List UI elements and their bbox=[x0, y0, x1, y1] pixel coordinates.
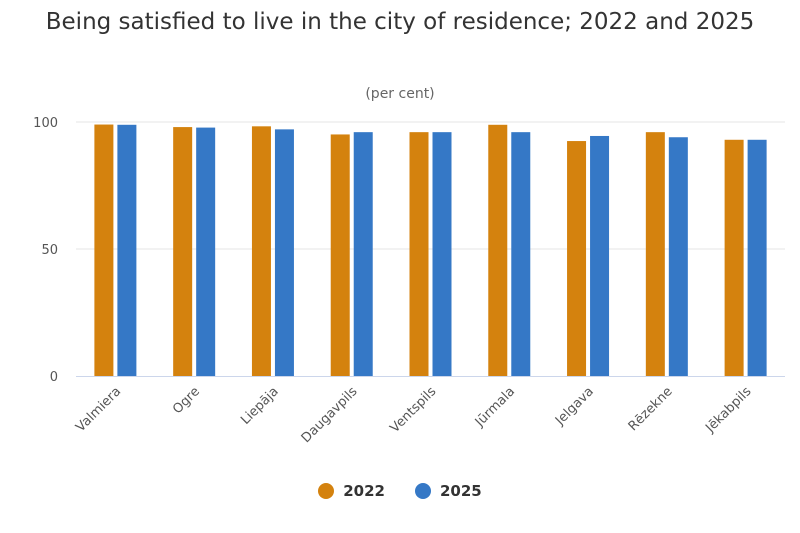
x-tick-label: Ogre bbox=[170, 384, 203, 417]
x-tick-label: Liepāja bbox=[238, 384, 282, 428]
x-tick-label: Daugavpils bbox=[299, 384, 361, 446]
chart-title: Being satisfied to live in the city of r… bbox=[45, 9, 755, 35]
x-tick-label: Ventspils bbox=[388, 384, 440, 436]
legend: 2022 2025 bbox=[0, 482, 800, 500]
y-tick-label: 50 bbox=[41, 243, 58, 258]
bar-2022-Jūrmala bbox=[488, 124, 508, 376]
bar-2022-Rēzekne bbox=[645, 132, 665, 376]
bar-2022-Ventspils bbox=[409, 132, 429, 376]
bar-2025-Jūrmala bbox=[511, 132, 531, 376]
bar-2025-Ventspils bbox=[432, 132, 452, 376]
legend-label: 2022 bbox=[343, 482, 385, 500]
bar-2022-Jelgava bbox=[567, 141, 587, 376]
legend-label: 2025 bbox=[440, 482, 482, 500]
legend-item-2025[interactable]: 2025 bbox=[415, 482, 482, 500]
bar-2022-Valmiera bbox=[94, 124, 114, 376]
bar-2025-Ogre bbox=[196, 127, 216, 376]
bar-2025-Valmiera bbox=[117, 124, 137, 376]
bar-2025-Rēzekne bbox=[668, 137, 688, 376]
legend-item-2022[interactable]: 2022 bbox=[318, 482, 385, 500]
bar-2022-Jēkabpils bbox=[724, 139, 744, 376]
bar-2025-Jēkabpils bbox=[747, 139, 767, 376]
bar-2025-Daugavpils bbox=[353, 132, 373, 376]
x-tick-label: Rēzekne bbox=[626, 384, 676, 434]
x-tick-label: Jelgava bbox=[552, 384, 597, 429]
legend-marker bbox=[318, 483, 335, 499]
chart-subtitle: (per cent) bbox=[365, 86, 435, 102]
x-tick-label: Valmiera bbox=[73, 384, 124, 435]
bar-2022-Daugavpils bbox=[330, 134, 350, 376]
bar-2025-Liepāja bbox=[274, 129, 294, 376]
bar-2022-Liepāja bbox=[251, 126, 271, 377]
y-tick-label: 100 bbox=[33, 116, 58, 131]
bar-2022-Ogre bbox=[173, 127, 193, 376]
x-tick-label: Jūrmala bbox=[472, 384, 518, 430]
y-tick-label: 0 bbox=[50, 370, 58, 385]
bar-2025-Jelgava bbox=[590, 135, 610, 376]
x-tick-label: Jēkabpils bbox=[702, 384, 754, 436]
legend-marker bbox=[415, 483, 431, 499]
